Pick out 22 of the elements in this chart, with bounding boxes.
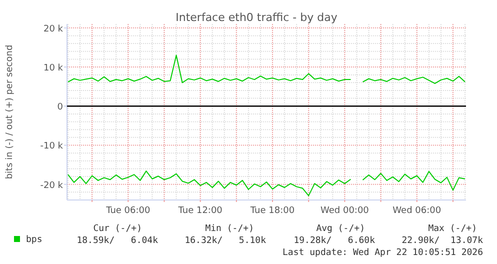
x-tick-label: Wed 00:00 — [320, 206, 370, 216]
text: Max (-/+) — [428, 224, 477, 234]
y-tick-label: -10 k — [40, 142, 64, 152]
chart-title: Interface eth0 traffic - by day — [176, 11, 338, 24]
y-axis-title: bits in (-) / out (+) per second — [5, 44, 15, 180]
x-tick-label: Tue 06:00 — [105, 206, 151, 216]
y-tick-label: 0 — [57, 102, 64, 113]
x-tick-label: Tue 12:00 — [177, 206, 223, 216]
text: Cur (-/+) — [93, 224, 142, 234]
text: 22.90k/ 13.07k — [402, 236, 484, 246]
y-tick-label: -20 k — [40, 180, 64, 191]
text: Avg (-/+) — [316, 224, 365, 234]
y-tick-label: 20 k — [43, 24, 64, 34]
text: 18.59k/ 6.04k — [76, 236, 159, 246]
x-tick-label: Tue 18:00 — [249, 206, 295, 216]
y-tick-label: 10 k — [43, 64, 64, 74]
legend-label: bps — [26, 235, 42, 245]
text: Min (-/+) — [205, 224, 254, 234]
text: 16.32k/ 5.10k — [184, 236, 267, 246]
text: 19.28k/ 6.60k — [294, 236, 376, 246]
x-tick-label: Wed 06:00 — [392, 206, 442, 216]
text: Last update: Wed Apr 22 10:05:51 2026 — [282, 248, 483, 258]
